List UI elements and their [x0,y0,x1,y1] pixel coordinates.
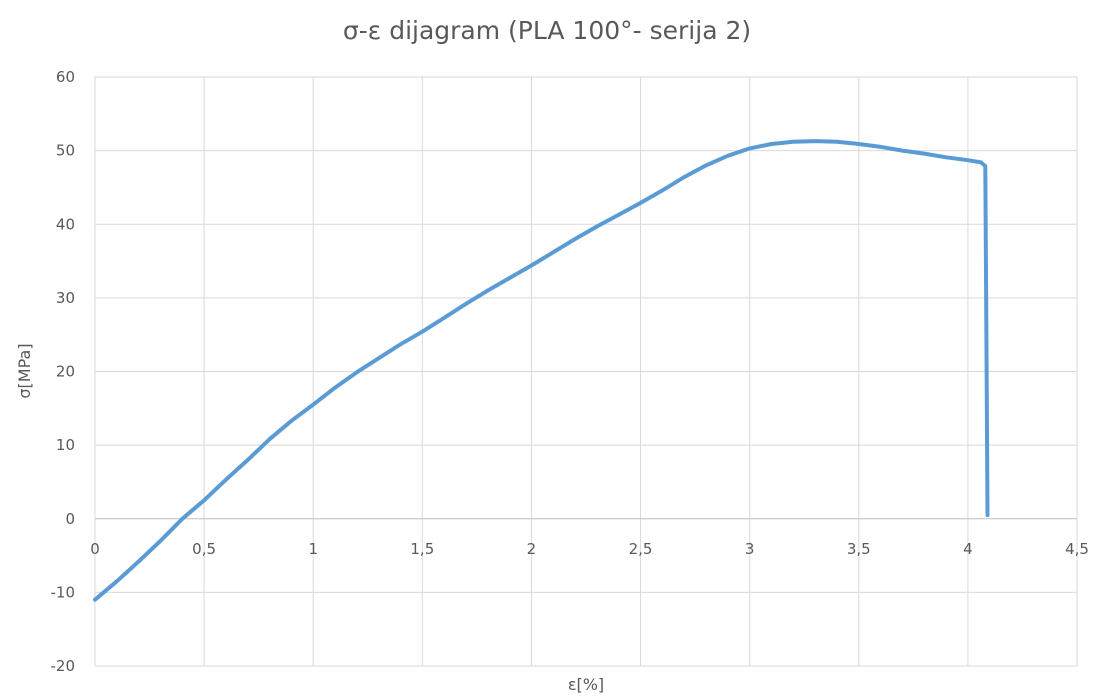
y-tick-label: 60 [56,68,75,86]
chart-title: σ-ε dijagram (PLA 100°- serija 2) [342,16,752,45]
x-tick-label: 3 [745,540,755,558]
x-tick-label: 3,5 [847,540,871,558]
x-tick-label: 4 [963,540,973,558]
y-tick-label: 20 [56,363,75,381]
x-tick-label: 2,5 [629,540,653,558]
y-tick-label: 10 [56,436,75,454]
x-tick-label: 0,5 [192,540,216,558]
grid [94,76,1078,667]
x-axis-title: ε[%] [568,675,604,694]
y-tick-label: 40 [56,215,75,233]
y-tick-label: 30 [56,289,75,307]
x-tick-label: 0 [90,540,100,558]
x-tick-label: 2 [527,540,537,558]
x-tick-label: 4,5 [1065,540,1089,558]
y-tick-label: 50 [56,142,75,160]
tick-labels: -20 -10 0 10 20 30 40 50 60 0 0,5 1 1,5 2 2,5 3 3,5 4 4,5 [51,68,1089,675]
y-tick-label: -10 [51,583,76,601]
y-tick-label: -20 [51,657,76,675]
series-layer [93,139,990,602]
x-tick-label: 1,5 [410,540,434,558]
x-tick-label: 1 [308,540,318,558]
y-tick-label: 0 [65,510,75,528]
y-axis-title: σ[MPa] [15,343,34,398]
series-line [93,139,990,602]
